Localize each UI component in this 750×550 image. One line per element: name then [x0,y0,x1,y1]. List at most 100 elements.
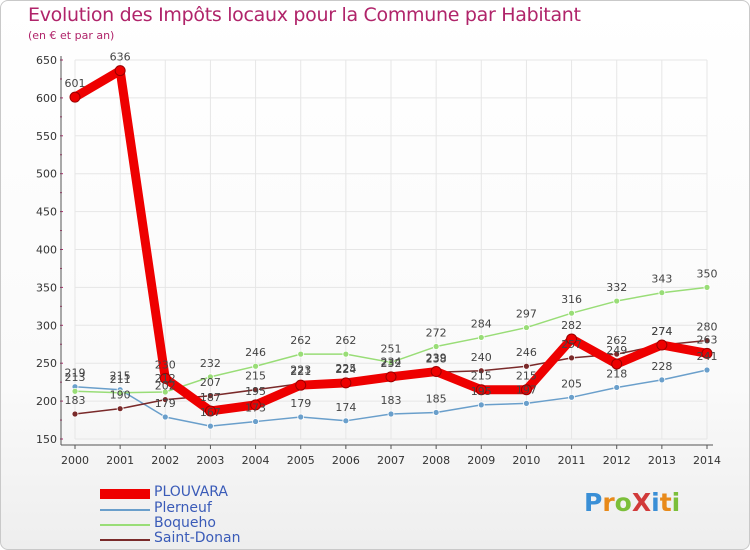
chart-subtitle: (en € et par an) [28,29,115,42]
data-point-plerneuf [161,413,169,421]
legend-item-plouvara: PLOUVARA [100,484,360,502]
data-label-boqueho: 262 [335,334,356,347]
data-point-boqueho [523,324,530,331]
y-tick-label: 150 [36,433,57,446]
legend-label-plouvara: PLOUVARA [154,484,229,500]
data-label-boqueho: 343 [651,273,672,286]
data-label-boqueho: 284 [471,317,492,330]
data-label-plouvara: 249 [606,344,627,357]
data-point-plerneuf [523,399,530,407]
data-label-boqueho: 316 [561,293,582,306]
data-point-boqueho [568,309,575,317]
data-point-plerneuf [297,413,305,421]
data-point-saint-donan [116,405,124,413]
data-label-plouvara: 636 [110,51,131,64]
data-point-boqueho [207,373,214,381]
data-label-saint-donan: 246 [516,346,537,359]
legend-label-plerneuf: Plerneuf [154,500,212,516]
y-tick-label: 650 [36,54,57,67]
x-tick-label: 2006 [332,454,360,467]
x-tick-label: 2001 [106,454,134,467]
data-label-plerneuf: 179 [155,397,176,410]
x-tick-label: 2002 [151,454,179,467]
data-point-plouvara [475,384,487,396]
data-label-saint-donan: 225 [335,362,356,375]
chart-title: Evolution des Impôts locaux pour la Comm… [28,4,581,26]
legend-label-boqueho: Boqueho [154,515,216,531]
data-label-plouvara: 215 [516,370,537,383]
data-point-plouvara [250,399,262,411]
data-label-plouvara: 282 [561,319,582,332]
data-point-saint-donan [252,386,259,394]
data-label-saint-donan: 238 [426,352,447,365]
data-label-saint-donan: 202 [155,380,176,393]
legend-item-plerneuf: Plerneuf [100,500,360,518]
logo-letter: i [651,488,660,517]
data-point-boqueho [161,388,169,396]
logo-letter: o [614,488,632,517]
x-tick-label: 2004 [242,454,270,467]
data-point-plerneuf [658,376,666,384]
data-point-boqueho [658,289,666,297]
data-point-saint-donan [161,396,169,403]
data-label-saint-donan: 257 [561,338,582,351]
data-point-saint-donan [71,410,79,418]
y-tick-label: 600 [36,92,57,105]
legend-swatch-saint-donan [100,539,150,541]
data-point-boqueho [342,350,350,358]
data-point-plouvara [295,379,307,391]
data-point-plouvara [520,384,532,396]
data-label-boqueho: 213 [65,371,86,384]
logo-letter: r [602,488,615,517]
logo-letter: P [584,488,603,517]
data-point-saint-donan [477,367,485,375]
legend-swatch-plerneuf [100,509,150,511]
data-label-plouvara: 215 [471,370,492,383]
data-point-boqueho [387,359,395,366]
data-point-boqueho [477,334,485,341]
data-label-saint-donan: 183 [65,394,86,407]
data-label-plouvara: 239 [426,352,447,365]
data-point-saint-donan [568,354,575,362]
data-point-plouvara [114,65,126,77]
data-label-plerneuf: 197 [516,383,537,396]
data-label-plerneuf: 241 [697,350,718,363]
legend-item-boqueho: Boqueho [100,515,360,533]
data-label-plerneuf: 173 [245,402,266,415]
data-point-plerneuf [613,384,621,391]
logo-letter: t [659,488,672,517]
data-label-plouvara: 230 [155,358,176,371]
data-point-plouvara [385,371,397,383]
legend-swatch-plouvara [100,489,150,499]
legend-label-saint-donan: Saint-Donan [154,530,241,546]
data-point-boqueho [252,362,259,370]
data-label-plerneuf: 205 [561,377,582,390]
proxiti-logo: ProXiti [584,488,680,517]
x-tick-label: 2003 [196,454,224,467]
data-label-plouvara: 263 [697,333,718,346]
data-label-plerneuf: 185 [426,392,447,405]
data-point-plouvara [566,333,578,345]
data-point-boqueho [116,389,124,397]
data-point-plouvara [159,372,171,384]
y-tick-label: 500 [36,168,57,181]
data-point-plouvara [701,347,713,359]
data-label-plouvara: 224 [335,363,356,376]
x-tick-label: 2011 [558,454,586,467]
data-label-plouvara: 274 [651,325,672,338]
data-point-boqueho [703,283,711,291]
data-label-saint-donan: 280 [697,320,718,333]
data-label-plouvara: 221 [290,365,311,378]
x-tick-label: 2007 [377,454,405,467]
data-label-boqueho: 211 [110,373,131,386]
data-label-plouvara: 601 [65,77,86,90]
y-tick-label: 400 [36,244,57,257]
data-label-boqueho: 212 [155,372,176,385]
data-label-boqueho: 251 [381,342,402,355]
y-tick-label: 550 [36,130,57,143]
data-label-saint-donan: 223 [290,364,311,377]
data-point-plerneuf [432,409,440,416]
data-point-plerneuf [477,401,485,409]
data-point-plerneuf [342,417,350,425]
